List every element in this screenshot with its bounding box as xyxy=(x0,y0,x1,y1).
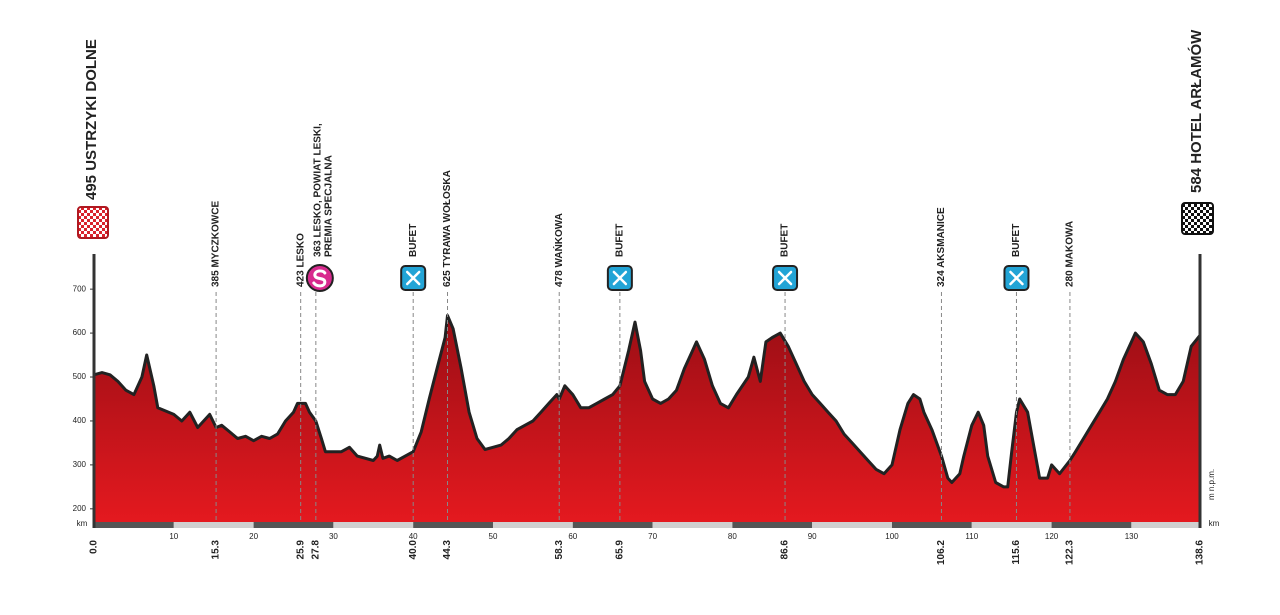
km-bar-segment xyxy=(413,522,493,528)
x-tick-label: 130 xyxy=(1125,532,1139,541)
waypoint-label: 363 LESKO, POWIAT LESKI, xyxy=(312,123,323,257)
y-tick-label: 200 xyxy=(73,504,87,513)
waypoint-label: BUFET xyxy=(615,224,626,257)
x-tick-label: 20 xyxy=(249,532,258,541)
waypoint-label: 324 AKSMANICE xyxy=(936,207,947,287)
feed-icon xyxy=(1003,265,1030,291)
x-tick-label: 40 xyxy=(409,532,418,541)
start-label: 495 USTRZYKI DOLNE xyxy=(83,39,100,200)
profile-area xyxy=(94,315,1200,522)
x-tick-label: 30 xyxy=(329,532,338,541)
start-km: 0.0 xyxy=(89,540,100,554)
km-bar-segment xyxy=(652,522,733,528)
waypoint-label: PREMIA SPECJALNA xyxy=(323,155,334,257)
feed-icon-glyph xyxy=(612,270,628,286)
km-bar-segment xyxy=(253,522,334,528)
feed-icon-glyph xyxy=(405,270,421,286)
x-tick-label: 120 xyxy=(1045,532,1059,541)
x-tick-label: 50 xyxy=(489,532,498,541)
waypoint-km: 58.3 xyxy=(554,540,565,560)
feed-icon-glyph xyxy=(777,270,793,286)
x-tick-label: 70 xyxy=(648,532,657,541)
km-bar-segment xyxy=(891,522,972,528)
sprint-icon xyxy=(305,264,334,292)
km-bar-segment xyxy=(572,522,653,528)
finish-km: 138.6 xyxy=(1195,540,1206,565)
y-tick-label: 400 xyxy=(73,416,87,425)
waypoint-label: BUFET xyxy=(408,224,419,257)
feed-icon-glyph xyxy=(1009,270,1024,286)
waypoint-km: 25.9 xyxy=(295,540,306,560)
waypoint-label: 625 TYRAWA WOŁOSKA xyxy=(442,170,453,287)
waypoint-km: 106.2 xyxy=(936,540,947,565)
km-bar-segment xyxy=(1131,522,1200,528)
km-bar-segment xyxy=(1051,522,1132,528)
waypoint-label: 385 MYCZKOWCE xyxy=(211,201,222,287)
waypoint-km: 15.3 xyxy=(211,540,222,560)
plot: 10 20 30 40 50 60 70 80 90 100 110 120 130 200 300 400 5… xyxy=(73,29,1220,565)
km-bar-segment xyxy=(812,522,892,528)
x-tick-label: 10 xyxy=(169,532,178,541)
waypoint-km: 27.8 xyxy=(310,540,321,560)
y-tick-label: 700 xyxy=(73,284,87,293)
waypoint-km: 65.9 xyxy=(615,540,626,560)
waypoint-label: 423 LESKO xyxy=(295,233,306,287)
waypoint-label: 280 MAKOWA xyxy=(1065,221,1076,287)
waypoint-label: BUFET xyxy=(1011,224,1022,257)
km-bar-segment xyxy=(94,522,174,528)
waypoint-label: BUFET xyxy=(780,224,791,257)
waypoint-km: 44.3 xyxy=(442,540,453,560)
x-tick-label: 110 xyxy=(965,532,978,541)
x-tick-label: 100 xyxy=(885,532,899,541)
y-tick-label: 300 xyxy=(73,460,87,469)
x-unit-right: km xyxy=(1209,519,1220,528)
km-bar-segment xyxy=(971,522,1052,528)
x-tick-label: 90 xyxy=(808,532,817,541)
feed-icon xyxy=(606,265,633,291)
feed-icon xyxy=(400,265,427,291)
y-unit: m n.p.m. xyxy=(1207,469,1216,500)
km-bar-segment xyxy=(333,522,414,528)
x-unit: km xyxy=(77,519,88,528)
start-flag xyxy=(77,206,109,239)
waypoint-label: 478 WAŃKOWA xyxy=(552,213,565,287)
y-tick-label: 500 xyxy=(73,372,87,381)
x-tick-label: 60 xyxy=(568,532,577,541)
finish-flag xyxy=(1181,202,1214,235)
waypoint-km: 115.6 xyxy=(1011,540,1022,565)
feed-icon xyxy=(772,265,799,291)
waypoint-km: 86.6 xyxy=(780,540,791,560)
sprint-icon-glyph xyxy=(312,269,327,288)
km-bar-segment xyxy=(492,522,573,528)
finish-label: 584 HOTEL ARŁAMÓW xyxy=(1187,29,1205,193)
km-bar-segment xyxy=(732,522,813,528)
waypoint-km: 122.3 xyxy=(1065,540,1076,565)
km-bar-segment xyxy=(173,522,254,528)
x-tick-label: 80 xyxy=(728,532,737,541)
waypoint-km: 40.0 xyxy=(408,540,419,560)
y-tick-label: 600 xyxy=(73,328,87,337)
